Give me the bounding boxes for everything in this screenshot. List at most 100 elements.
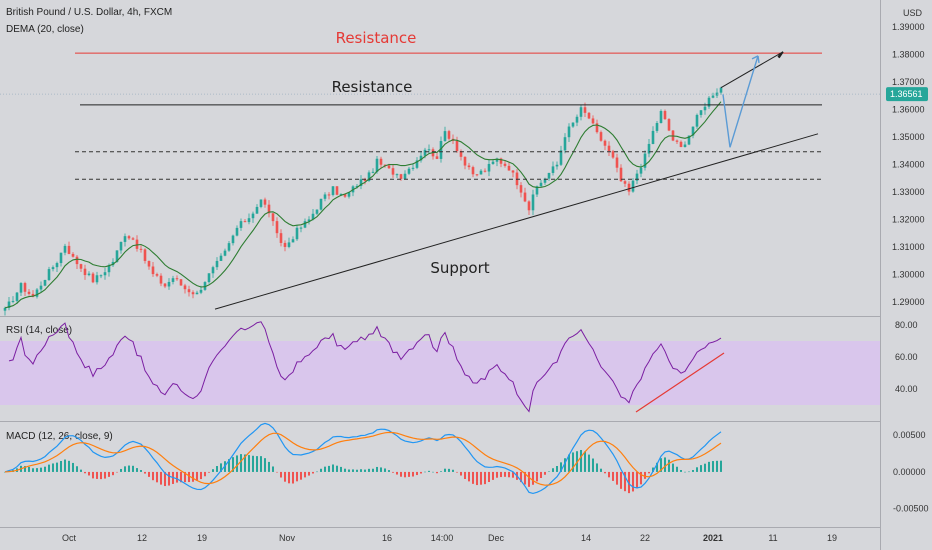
macd-hist-bar	[384, 468, 386, 472]
macd-hist-bar	[156, 471, 158, 483]
candle-body	[659, 111, 663, 124]
candle-body	[335, 186, 339, 195]
macd-hist-bar	[236, 455, 238, 472]
macd-hist-bar	[560, 462, 562, 472]
candle-body	[387, 165, 391, 169]
macd-hist-bar	[228, 459, 230, 472]
price-tick-label: 1.39000	[892, 22, 925, 32]
macd-hist-bar	[548, 471, 550, 472]
candle-body	[307, 219, 311, 222]
candle-body	[415, 160, 419, 168]
support-label: Support	[430, 259, 489, 277]
candle-body	[303, 221, 307, 228]
candle-body	[375, 158, 379, 172]
macd-hist-bar	[92, 471, 94, 479]
macd-hist-bar	[220, 463, 222, 472]
macd-hist-bar	[296, 471, 298, 482]
candle-body	[543, 178, 547, 183]
macd-hist-bar	[336, 465, 338, 472]
candle-body	[123, 236, 127, 242]
candle-body	[263, 199, 267, 205]
candle-body	[719, 87, 723, 93]
macd-hist-bar	[316, 471, 318, 473]
signal-line	[4, 431, 722, 486]
rsi-tick-label: 80.00	[895, 320, 918, 330]
candle-body	[607, 145, 611, 152]
macd-tick-label: 0.00500	[893, 430, 926, 440]
candle-body	[359, 179, 363, 187]
candle-body	[243, 221, 247, 223]
candle-body	[27, 291, 31, 294]
macd-hist-bar	[244, 454, 246, 472]
candle-body	[283, 242, 287, 247]
candle-body	[523, 192, 527, 202]
macd-hist-bar	[364, 469, 366, 472]
candle-body	[407, 168, 411, 174]
last-price-badge: 1.36561	[886, 87, 928, 102]
candle-body	[223, 250, 227, 256]
candle-body	[31, 293, 35, 297]
candle-body	[379, 158, 383, 165]
candle-body	[175, 278, 179, 280]
price-tick-label: 1.35000	[892, 132, 925, 142]
candle-body	[411, 167, 415, 169]
macd-line	[4, 422, 722, 495]
macd-hist-bar	[588, 454, 590, 472]
macd-hist-bar	[408, 471, 410, 477]
macd-hist-bar	[104, 471, 106, 479]
candle-body	[295, 227, 299, 240]
macd-hist-bar	[504, 471, 506, 477]
macd-hist-bar	[564, 458, 566, 472]
macd-hist-bar	[208, 471, 210, 473]
price-tick-label: 1.32000	[892, 215, 925, 225]
candle-body	[103, 272, 107, 276]
candle-body	[247, 218, 251, 223]
resistance-top-label: Resistance	[336, 29, 417, 47]
macd-hist-bar	[424, 471, 426, 473]
macd-hist-bar	[512, 471, 514, 478]
macd-hist-bar	[684, 471, 686, 473]
candle-body	[219, 255, 223, 261]
candle-body	[275, 221, 279, 234]
candle-body	[459, 151, 463, 157]
candle-body	[439, 141, 443, 159]
annotations-layer: Resistance Resistance Support	[0, 29, 880, 310]
macd-hist-bar	[456, 471, 458, 473]
candle-body	[571, 122, 575, 127]
candle-body	[615, 157, 619, 168]
candle-body	[95, 275, 99, 283]
candle-body	[115, 250, 119, 262]
macd-hist-bar	[584, 451, 586, 472]
candle-body	[651, 130, 655, 144]
candle-body	[567, 126, 571, 138]
support-line	[214, 133, 819, 310]
macd-hist-bar	[604, 471, 606, 474]
candle-body	[679, 141, 683, 147]
candle-body	[187, 289, 191, 293]
candle-body	[551, 166, 555, 173]
time-tick-label: 2021	[703, 533, 723, 543]
candle-body	[267, 204, 271, 214]
time-tick-label: 11	[768, 533, 777, 543]
candle-body	[707, 97, 711, 107]
candle-body	[47, 269, 51, 280]
macd-hist-bar	[288, 471, 290, 484]
candle-body	[711, 95, 715, 98]
candle-body	[391, 168, 395, 175]
macd-hist-bar	[476, 471, 478, 486]
price-tick-label: 1.30000	[892, 270, 925, 280]
macd-hist-bar	[124, 466, 126, 472]
candle-body	[347, 192, 351, 197]
dema-legend: DEMA (20, close)	[6, 24, 84, 35]
macd-hist-bar	[212, 469, 214, 472]
macd-hist-bar	[704, 463, 706, 472]
macd-hist-bar	[40, 467, 42, 472]
macd-hist-bar	[272, 466, 274, 472]
candle-body	[635, 173, 639, 181]
candle-body	[403, 173, 407, 179]
candle-body	[131, 238, 135, 240]
time-axis: Oct 12 19 Nov 16 14:00 Dec 14 22 2021 11 19	[62, 533, 837, 543]
price-tick-label: 1.33000	[892, 187, 925, 197]
candle-body	[127, 236, 131, 239]
